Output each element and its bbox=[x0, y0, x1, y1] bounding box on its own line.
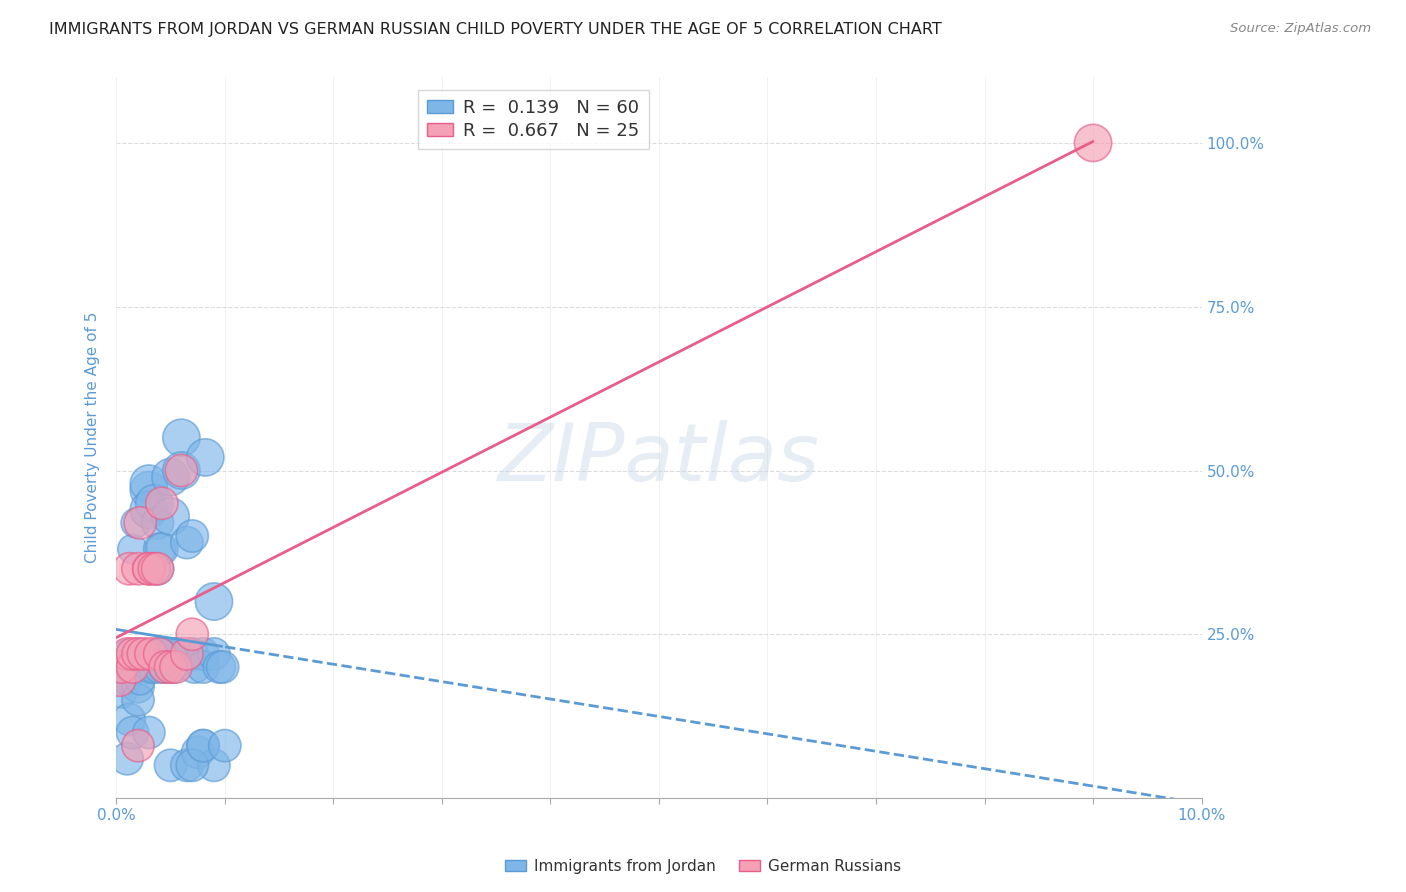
Point bbox=[149, 647, 172, 661]
Point bbox=[121, 647, 143, 661]
Point bbox=[138, 483, 160, 498]
Point bbox=[191, 660, 214, 674]
Point bbox=[202, 647, 225, 661]
Point bbox=[187, 745, 209, 759]
Point bbox=[183, 660, 205, 674]
Point bbox=[132, 647, 155, 661]
Point bbox=[159, 647, 181, 661]
Point bbox=[132, 647, 155, 661]
Point bbox=[159, 660, 181, 674]
Point bbox=[150, 496, 173, 510]
Point bbox=[191, 739, 214, 753]
Point bbox=[138, 503, 160, 517]
Point bbox=[149, 647, 172, 661]
Point bbox=[162, 660, 184, 674]
Point bbox=[115, 752, 138, 766]
Point bbox=[125, 516, 148, 530]
Point bbox=[181, 627, 204, 641]
Point bbox=[143, 660, 166, 674]
Point bbox=[146, 562, 169, 576]
Point bbox=[143, 562, 166, 576]
Point bbox=[146, 516, 169, 530]
Point bbox=[150, 542, 173, 557]
Point bbox=[170, 463, 193, 477]
Point bbox=[115, 647, 138, 661]
Point bbox=[208, 660, 231, 674]
Point bbox=[121, 542, 143, 557]
Point bbox=[127, 693, 149, 707]
Point bbox=[139, 647, 162, 661]
Point bbox=[194, 450, 217, 465]
Point bbox=[149, 647, 172, 661]
Y-axis label: Child Poverty Under the Age of 5: Child Poverty Under the Age of 5 bbox=[86, 312, 100, 564]
Text: IMMIGRANTS FROM JORDAN VS GERMAN RUSSIAN CHILD POVERTY UNDER THE AGE OF 5 CORREL: IMMIGRANTS FROM JORDAN VS GERMAN RUSSIAN… bbox=[49, 22, 942, 37]
Point bbox=[115, 647, 138, 661]
Point bbox=[143, 496, 166, 510]
Point bbox=[153, 660, 176, 674]
Point bbox=[129, 516, 152, 530]
Legend: R =  0.139   N = 60, R =  0.667   N = 25: R = 0.139 N = 60, R = 0.667 N = 25 bbox=[419, 90, 648, 149]
Legend: Immigrants from Jordan, German Russians: Immigrants from Jordan, German Russians bbox=[499, 853, 907, 880]
Point bbox=[170, 431, 193, 445]
Point bbox=[202, 758, 225, 772]
Point bbox=[111, 673, 134, 687]
Point bbox=[149, 660, 172, 674]
Point bbox=[176, 535, 198, 549]
Point bbox=[176, 758, 198, 772]
Point bbox=[129, 673, 152, 687]
Point bbox=[114, 660, 136, 674]
Point bbox=[138, 476, 160, 491]
Point bbox=[165, 647, 187, 661]
Point bbox=[118, 562, 141, 576]
Point bbox=[176, 647, 198, 661]
Point bbox=[170, 647, 193, 661]
Point bbox=[191, 647, 214, 661]
Point bbox=[127, 680, 149, 694]
Point bbox=[118, 713, 141, 727]
Point bbox=[159, 470, 181, 484]
Point bbox=[125, 660, 148, 674]
Point bbox=[153, 660, 176, 674]
Point bbox=[111, 686, 134, 700]
Point bbox=[211, 660, 233, 674]
Point bbox=[127, 647, 149, 661]
Point bbox=[138, 562, 160, 576]
Point bbox=[1081, 136, 1104, 150]
Point bbox=[181, 758, 204, 772]
Point bbox=[149, 542, 172, 557]
Point bbox=[121, 725, 143, 739]
Point bbox=[138, 725, 160, 739]
Point bbox=[108, 673, 131, 687]
Point bbox=[191, 739, 214, 753]
Point bbox=[159, 758, 181, 772]
Point bbox=[159, 647, 181, 661]
Text: Source: ZipAtlas.com: Source: ZipAtlas.com bbox=[1230, 22, 1371, 36]
Point bbox=[121, 660, 143, 674]
Point bbox=[127, 562, 149, 576]
Point bbox=[111, 660, 134, 674]
Point bbox=[181, 647, 204, 661]
Point bbox=[115, 673, 138, 687]
Point bbox=[181, 529, 204, 543]
Point bbox=[153, 647, 176, 661]
Point bbox=[165, 660, 187, 674]
Point bbox=[146, 562, 169, 576]
Point bbox=[170, 463, 193, 477]
Point bbox=[127, 739, 149, 753]
Point bbox=[159, 509, 181, 524]
Text: ZIPatlas: ZIPatlas bbox=[498, 420, 820, 499]
Point bbox=[139, 660, 162, 674]
Point bbox=[138, 562, 160, 576]
Point bbox=[214, 739, 236, 753]
Point bbox=[202, 594, 225, 608]
Point bbox=[127, 660, 149, 674]
